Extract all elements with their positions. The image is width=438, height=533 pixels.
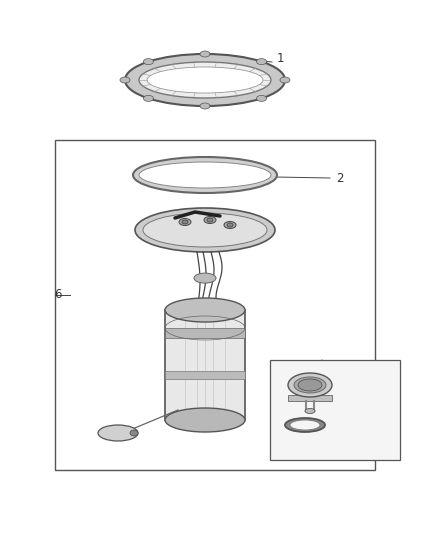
Ellipse shape [179, 219, 191, 225]
Ellipse shape [143, 95, 153, 101]
Bar [165, 310, 245, 420]
Ellipse shape [143, 213, 267, 247]
Ellipse shape [298, 379, 322, 391]
Ellipse shape [257, 59, 267, 64]
Ellipse shape [165, 408, 245, 432]
Ellipse shape [257, 95, 267, 101]
Ellipse shape [288, 373, 332, 397]
Ellipse shape [194, 273, 216, 283]
Ellipse shape [165, 298, 245, 322]
Ellipse shape [305, 408, 315, 414]
Text: 6: 6 [54, 288, 62, 302]
Ellipse shape [290, 420, 320, 430]
Ellipse shape [227, 223, 233, 227]
Bar [270, 360, 400, 460]
Ellipse shape [143, 59, 153, 64]
Ellipse shape [135, 208, 275, 252]
Ellipse shape [207, 218, 213, 222]
Ellipse shape [200, 103, 210, 109]
Ellipse shape [200, 51, 210, 57]
Ellipse shape [98, 425, 138, 441]
Text: 4: 4 [361, 381, 369, 393]
Bar [165, 370, 245, 378]
Ellipse shape [285, 418, 325, 432]
Ellipse shape [130, 430, 138, 436]
Ellipse shape [294, 377, 326, 393]
Ellipse shape [204, 216, 216, 223]
Text: 2: 2 [336, 172, 344, 184]
Ellipse shape [224, 222, 236, 229]
Text: 1: 1 [276, 52, 284, 64]
Text: 3: 3 [344, 361, 352, 375]
Bar [288, 395, 332, 401]
Text: 5: 5 [361, 418, 369, 432]
Bar [165, 328, 245, 338]
Ellipse shape [280, 77, 290, 83]
Ellipse shape [133, 157, 277, 193]
Ellipse shape [139, 62, 271, 98]
Ellipse shape [182, 220, 188, 224]
Ellipse shape [125, 54, 285, 106]
Ellipse shape [147, 67, 263, 93]
Ellipse shape [139, 162, 271, 188]
Ellipse shape [120, 77, 130, 83]
Bar [55, 140, 375, 470]
